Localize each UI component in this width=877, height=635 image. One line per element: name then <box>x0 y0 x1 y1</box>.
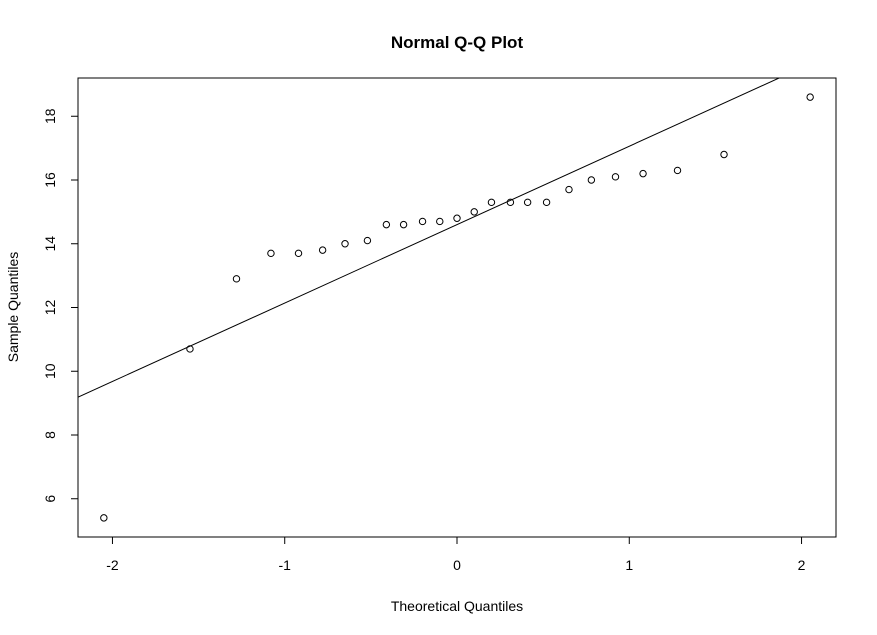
reference-line <box>78 78 781 398</box>
x-axis: -2 -1 0 1 2 <box>106 537 806 573</box>
data-point <box>587 176 596 184</box>
data-point <box>363 236 372 245</box>
y-tick-label: 16 <box>42 172 58 188</box>
data-point <box>318 246 327 254</box>
data-point <box>186 345 194 353</box>
x-tick-label: -2 <box>106 557 119 573</box>
data-point <box>487 198 496 207</box>
data-point <box>542 198 551 207</box>
data-point <box>523 198 532 207</box>
y-tick-label: 14 <box>42 236 58 252</box>
y-tick-label: 18 <box>42 108 58 124</box>
data-point <box>611 173 620 181</box>
x-tick-label: 1 <box>625 557 633 573</box>
data-point <box>436 217 444 226</box>
x-axis-title: Theoretical Quantiles <box>391 598 523 614</box>
data-point <box>382 220 391 229</box>
y-tick-label: 6 <box>42 495 58 503</box>
data-point <box>470 208 478 216</box>
data-point <box>673 166 682 175</box>
data-point <box>418 217 427 226</box>
data-point <box>565 185 573 194</box>
data-point <box>506 198 515 207</box>
data-point <box>267 249 275 258</box>
x-tick-label: 0 <box>453 557 461 573</box>
x-tick-label: 2 <box>798 557 806 573</box>
data-point <box>639 169 647 178</box>
x-tick-label: -1 <box>279 557 292 573</box>
data-point <box>399 220 408 229</box>
data-point <box>294 249 303 258</box>
data-point <box>453 214 461 222</box>
plot-area <box>77 77 837 538</box>
data-point <box>720 150 728 159</box>
y-tick-label: 10 <box>42 363 58 379</box>
data-point <box>341 240 349 248</box>
chart-title: Normal Q-Q Plot <box>391 33 524 52</box>
y-tick-label: 8 <box>42 431 58 439</box>
plot-frame <box>77 77 837 538</box>
data-point <box>100 514 108 522</box>
y-tick-label: 12 <box>42 300 58 316</box>
y-axis-title: Sample Quantiles <box>5 252 21 363</box>
y-axis: 6 8 10 12 14 16 18 <box>42 108 78 503</box>
data-point <box>232 275 241 283</box>
data-point <box>806 93 814 101</box>
